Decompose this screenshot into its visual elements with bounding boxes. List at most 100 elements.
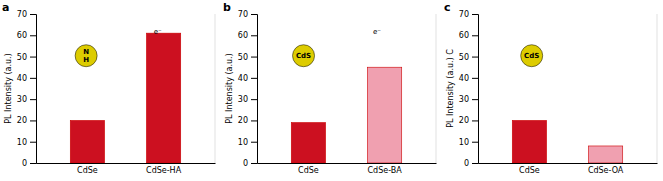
particle <box>75 45 97 67</box>
tick-label: CdSe <box>298 166 319 175</box>
tick-mark <box>30 35 36 36</box>
tick-mark <box>30 163 36 164</box>
tick-label: 70 <box>17 10 27 19</box>
annotation: e⁻ <box>373 28 381 36</box>
bar <box>146 33 180 163</box>
tick: 50 <box>238 53 257 62</box>
x-axis: CdSe CdSe-OA <box>479 164 658 175</box>
frame <box>436 14 437 163</box>
tick-label: 50 <box>459 53 469 62</box>
tick: 20 <box>17 116 36 125</box>
tick-label: 0 <box>464 159 469 168</box>
tick: CdSe <box>77 166 98 175</box>
tick-label: 20 <box>17 116 27 125</box>
tick: 20 <box>459 116 478 125</box>
bar <box>588 146 622 163</box>
tick-mark <box>30 99 36 100</box>
tick-label: 30 <box>459 95 469 104</box>
tick-label: 70 <box>459 10 469 19</box>
tick-label: 60 <box>459 31 469 40</box>
bar <box>367 67 401 163</box>
tick-label: 60 <box>17 31 27 40</box>
tick-label: 10 <box>238 138 248 147</box>
tick-label: 0 <box>243 159 248 168</box>
tick-mark <box>472 99 478 100</box>
bars <box>512 120 622 163</box>
frame <box>215 14 216 163</box>
axis-line <box>479 163 658 164</box>
tick-label: CdSe-OA <box>588 166 624 175</box>
x-axis: CdSe CdSe-BA <box>258 164 437 175</box>
tick: 0 <box>464 159 478 168</box>
bar <box>70 120 104 163</box>
tick: 70 <box>459 10 478 19</box>
tick: 10 <box>238 138 257 147</box>
tick: 10 <box>17 138 36 147</box>
tick-label: 40 <box>238 74 248 83</box>
tick: 20 <box>238 116 257 125</box>
tick: 60 <box>17 31 36 40</box>
panel-label: c <box>444 1 451 14</box>
tick-mark <box>472 78 478 79</box>
tick: 50 <box>459 53 478 62</box>
tick-label: 20 <box>238 116 248 125</box>
tick-label: 70 <box>238 10 248 19</box>
annotation: CdS <box>296 52 311 60</box>
panel-label: b <box>223 1 231 14</box>
tick-label: CdSe <box>77 166 98 175</box>
tick: 0 <box>243 159 257 168</box>
panel-label: a <box>2 1 9 14</box>
tick-label: 30 <box>17 95 27 104</box>
frame <box>657 14 658 163</box>
tick: 60 <box>238 31 257 40</box>
panel: 0 10 20 30 40 50 60 70 CdSe CdSe-OA PL Intensity (… <box>444 1 658 175</box>
tick-mark <box>472 163 478 164</box>
tick-label: 30 <box>238 95 248 104</box>
tick-mark <box>472 14 478 15</box>
y-axis: 0 10 20 30 40 50 60 70 <box>17 10 37 168</box>
tick-mark <box>30 78 36 79</box>
panel: 0 10 20 30 40 50 60 70 CdSe CdSe-BA PL Intensity (… <box>223 1 437 175</box>
annotation: CdS <box>524 52 539 60</box>
tick: 50 <box>17 53 36 62</box>
tick: 30 <box>459 95 478 104</box>
tick-label: 10 <box>17 138 27 147</box>
tick: 70 <box>238 10 257 19</box>
tick: CdSe-BA <box>367 166 402 175</box>
tick: CdSe-OA <box>588 166 624 175</box>
tick-mark <box>472 35 478 36</box>
y-label: PL Intensity (a.u.) <box>225 53 234 124</box>
tick-label: 20 <box>459 116 469 125</box>
axis-line <box>251 15 258 164</box>
tick: 40 <box>459 74 478 83</box>
tick: 10 <box>459 138 478 147</box>
axis-line <box>30 15 37 164</box>
y-axis: 0 10 20 30 40 50 60 70 <box>459 10 479 168</box>
tick: CdSe <box>298 166 319 175</box>
axis-line <box>37 163 216 164</box>
tick-mark <box>251 78 257 79</box>
tick: 40 <box>238 74 257 83</box>
panel: 010203040506070CdSeCdSe-HAPL Intensity (… <box>2 1 216 175</box>
tick-label: 10 <box>459 138 469 147</box>
bar <box>512 120 546 163</box>
tick-label: CdSe-HA <box>146 166 182 175</box>
tick: 30 <box>17 95 36 104</box>
tick-label: 40 <box>17 74 27 83</box>
tick: 0 <box>22 159 36 168</box>
tick-mark <box>472 142 478 143</box>
y-axis: 0 10 20 30 40 50 60 70 <box>238 10 258 168</box>
tick: CdSe-HA <box>146 166 182 175</box>
tick-mark <box>472 57 478 58</box>
tick-mark <box>30 120 36 121</box>
tick-label: CdSe-BA <box>367 166 402 175</box>
tick: CdSe <box>519 166 540 175</box>
particle <box>293 45 315 67</box>
tick-mark <box>251 99 257 100</box>
tick: 30 <box>238 95 257 104</box>
y-label: PL Intensity (a.u.) C <box>446 49 455 128</box>
bar <box>291 123 325 163</box>
tick-label: 0 <box>22 159 27 168</box>
tick-label: 40 <box>459 74 469 83</box>
annotation: e⁻ <box>154 28 162 36</box>
